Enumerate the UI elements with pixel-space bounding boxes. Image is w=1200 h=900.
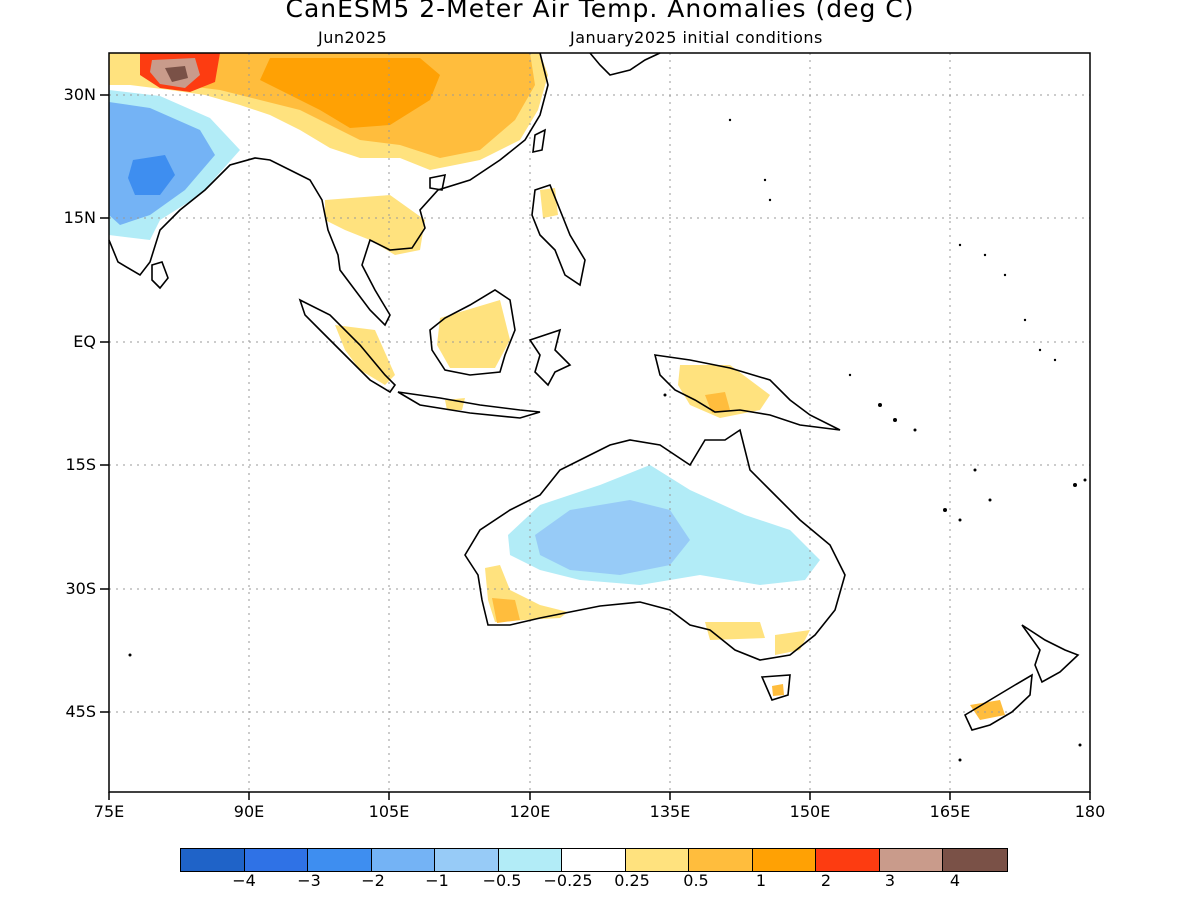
valid-month-label: Jun2025 <box>318 28 388 47</box>
legend-label-7: 0.5 <box>683 871 709 890</box>
init-conditions-label: January2025 initial conditions <box>570 28 823 47</box>
legend-swatch-11 <box>879 849 943 871</box>
warm-anomaly-australia <box>485 565 1005 720</box>
lat-label-15n: 15N <box>63 208 96 227</box>
gridlines <box>109 53 1090 792</box>
map-title: CanESM5 2-Meter Air Temp. Anomalies (deg… <box>285 0 915 23</box>
legend-label-2: −2 <box>361 871 385 890</box>
legend-label-8: 1 <box>755 871 767 890</box>
legend-label-10: 3 <box>884 871 896 890</box>
legend-label-9: 2 <box>820 871 832 890</box>
lat-label-15s: 15S <box>65 455 96 474</box>
color-legend-bar <box>180 848 1008 872</box>
legend-swatch-10 <box>816 849 880 871</box>
legend-swatch-4 <box>435 849 499 871</box>
legend-swatch-5 <box>498 849 562 871</box>
legend-swatch-0 <box>181 849 245 871</box>
lat-label-45s: 45S <box>65 702 96 721</box>
coastlines <box>108 52 1080 731</box>
lon-label-180: 180 <box>1074 802 1106 821</box>
legend-swatch-8 <box>689 849 753 871</box>
lat-label-30n: 30N <box>63 85 96 104</box>
cold-anomaly-australia <box>508 465 820 585</box>
lon-label-105e: 105E <box>368 802 410 821</box>
legend-swatch-7 <box>625 849 689 871</box>
legend-label-11: 4 <box>949 871 961 890</box>
lon-label-165e: 165E <box>929 802 971 821</box>
legend-swatch-6 <box>562 849 626 871</box>
lon-label-90e: 90E <box>233 802 265 821</box>
legend-label-1: −3 <box>297 871 321 890</box>
legend-label-4: −0.5 <box>482 871 522 890</box>
lat-label-eq: EQ <box>73 332 96 351</box>
map-background <box>109 53 1090 792</box>
legend-label-5: −0.25 <box>543 871 593 890</box>
legend-swatch-3 <box>371 849 435 871</box>
legend-label-3: −1 <box>425 871 449 890</box>
legend-swatch-9 <box>752 849 816 871</box>
lat-label-30s: 30S <box>65 579 96 598</box>
lon-label-120e: 120E <box>509 802 551 821</box>
legend-label-0: −4 <box>232 871 256 890</box>
lon-label-150e: 150E <box>789 802 831 821</box>
legend-swatch-2 <box>308 849 372 871</box>
axis-ticks <box>100 94 1091 800</box>
cold-anomaly-india <box>109 90 240 240</box>
map-frame <box>108 52 1091 793</box>
legend-swatch-1 <box>244 849 308 871</box>
warm-anomaly-southeast-asia <box>325 188 770 418</box>
lon-label-75e: 75E <box>93 802 125 821</box>
pacific-islands <box>128 118 1087 762</box>
legend-swatch-12 <box>943 849 1007 871</box>
lon-label-135e: 135E <box>649 802 691 821</box>
legend-label-6: 0.25 <box>614 871 650 890</box>
warm-anomaly-asia <box>109 53 548 170</box>
